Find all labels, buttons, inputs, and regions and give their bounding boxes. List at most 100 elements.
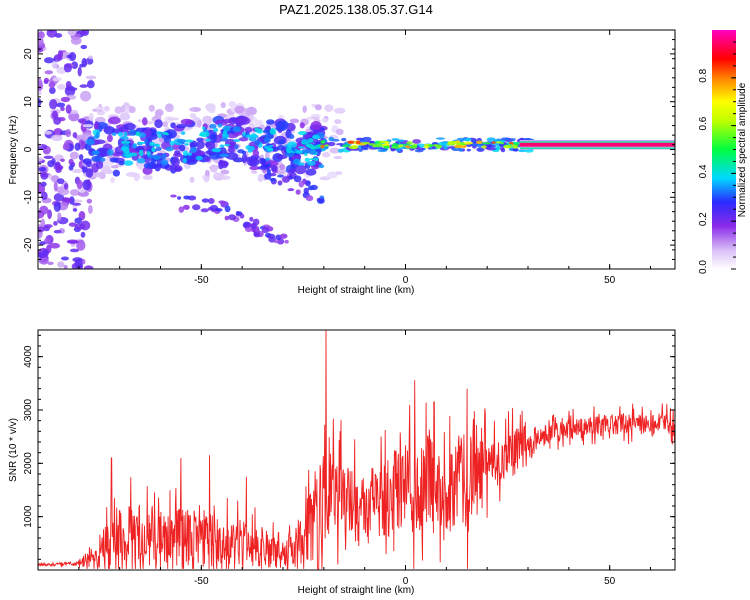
spectrogram-cell [160,159,169,166]
spectrogram-cell [347,140,353,144]
spectrogram-cell [322,151,331,158]
spectrogram-cell [187,152,193,156]
spectrogram-cell [74,142,81,151]
spectrogram-cell [196,140,205,150]
spectrogram-cell [104,105,110,112]
spectrogram-cell [255,226,260,233]
spectrogram-cell [238,137,249,142]
spectrogram-cell [63,264,68,269]
spectrogram-cell [334,108,344,113]
spectrogram-cell [123,131,128,137]
spectrogram-cell [202,115,213,125]
spectrogram-cell [309,158,315,161]
spectrogram-cell [269,128,277,135]
spectrogram-cell [390,147,396,152]
spectrogram-cell [301,139,308,143]
spectrogram-cell [142,174,153,180]
spectrogram-cell [220,102,226,109]
spectrogram-cell [38,47,44,53]
spectrogram-cell [162,121,169,128]
spectrogram-cell [441,142,449,145]
spectrogram-cell [66,239,79,244]
spectrogram-cell [157,134,162,138]
colorbar-ticks: 0.0 0.2 0.4 0.6 0.8 [698,41,736,274]
spectrogram-cell [262,129,272,134]
spectrogram-cell [499,142,505,145]
spectrogram-cell [289,118,300,124]
spectrogram-cell [390,146,401,149]
x-tick-label: -50 [194,576,209,587]
spectrogram-cell [161,153,167,160]
spectrogram-cell [342,144,350,148]
spectrogram-cell [190,146,197,153]
spectrogram-cell [39,241,46,246]
spectrogram-cell [65,104,72,114]
spectrogram-cell [57,261,65,268]
spectrogram-cell [274,240,279,244]
spectrogram-cell [377,149,388,153]
spectrogram-cell [368,143,376,146]
spectrogram-cell [38,156,43,162]
spectrogram-cell [60,256,69,261]
spectrogram-cell [279,164,286,171]
spectrogram-x-axis: -50 0 50 [37,30,651,286]
spectrogram-cell [53,164,64,171]
spectrogram-cell [384,141,389,146]
spectrogram-cell [316,197,322,202]
spectrogram-cell [46,30,58,38]
spectrogram-cell [224,215,229,221]
spectrogram-cell [417,147,426,151]
spectrogram-cell [253,231,261,238]
spectrogram-cell [298,180,305,188]
spectrogram-cell [428,144,434,147]
spectrogram-cell [65,129,72,138]
spectrogram-cell [146,151,151,156]
spectrogram-cell [495,138,502,142]
spectrogram-cell [82,179,92,191]
spectrogram-cell [177,196,182,200]
spectrogram-cell [224,205,231,213]
spectrogram-cell [167,117,180,121]
spectrogram-cell [207,198,215,204]
spectrogram-cell [176,138,186,144]
spectrogram-cell [476,147,485,152]
spectrogram-x-label: Height of straight line (km) [298,285,415,296]
spectrogram-cell [208,165,221,170]
spectrogram-cell [333,155,343,160]
spectrogram-cell [501,137,511,141]
spectrogram-cell [374,143,383,148]
spectrogram-y-label: Frequency (Hz) [8,116,19,185]
spectrogram-cell [42,248,49,257]
spectrogram-cell [72,202,82,206]
spectrogram-cell [100,165,111,174]
spectrogram-cell [144,138,149,145]
spectrogram-cell [503,145,512,149]
spectrogram-cell [237,149,245,154]
spectrogram-cell [291,146,296,152]
spectrogram-cell [155,146,162,151]
spectrogram-cell [295,189,301,195]
spectrogram-cell [310,145,317,150]
colorbar: 0.0 0.2 0.4 0.6 0.8 Normalized spectral ampl… [698,30,748,274]
spectrogram-cell [252,149,260,157]
spectrogram-cell [268,147,272,150]
spectrogram-cell [232,126,242,133]
spectrogram-cell [141,117,148,126]
spectrogram-cell [500,148,506,153]
spectrogram-cell [245,145,251,150]
spectrogram-cell [222,130,228,137]
spectrogram-cell [38,78,43,86]
spectrogram-cell [44,130,52,135]
spectrogram-cell [277,180,283,186]
spectrogram-cell [44,70,54,75]
spectrogram-cell [85,75,97,80]
spectrogram-cell [80,44,88,50]
spectrogram-cell [63,63,73,73]
spectrogram-cell [174,150,181,156]
spectrogram-cell [38,37,44,45]
spectrogram-cell [320,144,325,149]
spectrogram-cell [383,145,390,149]
spectrogram-cell [51,134,63,142]
spectrogram-cell [162,131,169,135]
spectrogram-cell [284,239,289,244]
